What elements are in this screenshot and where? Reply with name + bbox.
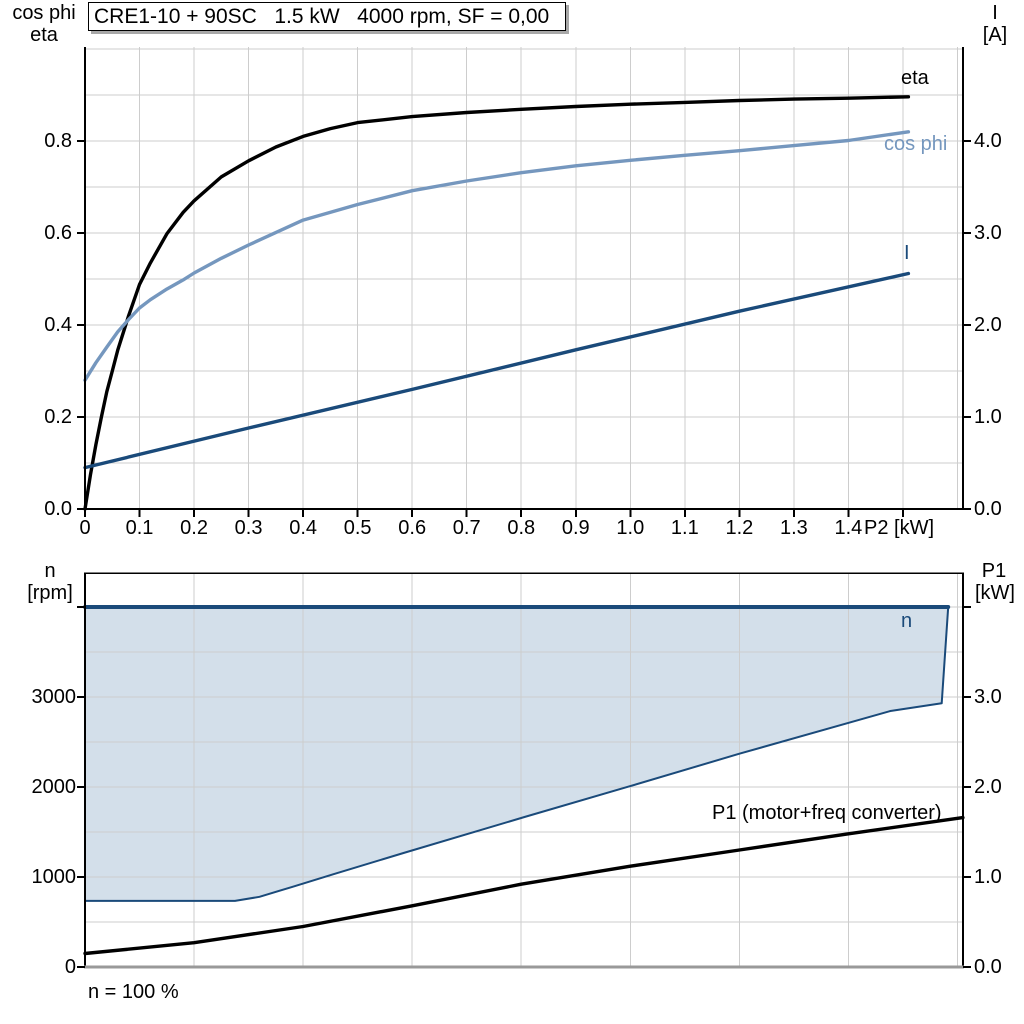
top-x-tick-label: 0 <box>79 517 91 539</box>
bottom-y-right-tick-label: 3.0 <box>974 686 1002 708</box>
bottom-left-axis-title-line1: n <box>44 560 56 582</box>
bottom-left-axis-title-line2: [rpm] <box>27 582 73 604</box>
top-x-tick-label: 1.0 <box>616 517 645 539</box>
speed-curve-label: n <box>901 610 913 632</box>
top-x-tick-label: 0.8 <box>507 517 536 539</box>
eta-curve-label: eta <box>901 67 929 89</box>
top-x-tick-label: 0.4 <box>289 517 318 539</box>
speed-lower-boundary <box>84 606 950 902</box>
top-y-left-tick-label: 0.6 <box>44 222 72 244</box>
cos-phi-curve-label: cos phi <box>884 133 948 155</box>
top-x-tick-label: 1.2 <box>725 517 754 539</box>
top-x-tick-label: 0.5 <box>343 517 372 539</box>
cos-phi-curve <box>83 130 911 382</box>
bottom-right-axis-title-line1: P1 <box>981 560 1007 582</box>
top-y-left-tick-label: 0.8 <box>44 130 72 152</box>
top-y-right-tick-label: 1.0 <box>974 406 1002 428</box>
top-y-right-tick-label: 3.0 <box>974 222 1002 244</box>
top-y-left-tick-label: 0.0 <box>44 498 72 520</box>
top-y-left-tick-label: 0.4 <box>44 314 72 336</box>
top-x-tick-label: 0.9 <box>561 517 590 539</box>
top-x-tick-label: 0.2 <box>180 517 208 539</box>
top-left-axis-title-line2: eta <box>30 24 58 46</box>
top-right-axis-title-line1: I <box>992 2 998 24</box>
top-y-right-tick-label: 0.0 <box>974 498 1002 520</box>
top-y-right-tick-label: 4.0 <box>974 130 1002 152</box>
top-x-tick-label: 1.4 <box>834 517 863 539</box>
speed-footnote: n = 100 % <box>88 981 179 1003</box>
top-x-tick-label: 0.1 <box>125 517 154 539</box>
top-left-axis-title-line1: cos phi <box>12 2 76 24</box>
top-x-tick-label: 0.6 <box>398 517 427 539</box>
current-curve-label: I <box>904 242 910 264</box>
top-y-left-tick-label: 0.2 <box>44 406 72 428</box>
bottom-y-left-tick-label: 2000 <box>31 776 77 798</box>
top-y-right-tick-label: 2.0 <box>974 314 1002 336</box>
chart-title-box: CRE1-10 + 90SC 1.5 kW 4000 rpm, SF = 0,0… <box>88 2 566 31</box>
eta-curve <box>83 95 911 511</box>
bottom-y-left-tick-label: 3000 <box>31 686 77 708</box>
chart-title: CRE1-10 + 90SC 1.5 kW 4000 rpm, SF = 0,0… <box>94 4 550 28</box>
bottom-y-left-tick-label: 1000 <box>31 866 77 888</box>
top-x-tick-label: 0.7 <box>452 517 481 539</box>
top-x-tick-label: 1.3 <box>779 517 808 539</box>
bottom-y-left-tick-label: 0 <box>64 956 76 978</box>
bottom-y-right-tick-label: 2.0 <box>974 776 1002 798</box>
bottom-y-right-tick-label: 1.0 <box>974 866 1002 888</box>
bottom-right-axis-title-line2: [kW] <box>975 582 1015 604</box>
speed-range-area <box>85 607 949 901</box>
bottom-y-right-tick-label: 0.0 <box>974 956 1002 978</box>
top-x-tick-label: 0.3 <box>234 517 263 539</box>
p1-curve <box>83 815 965 956</box>
top-x-tick-label: 1.1 <box>670 517 699 539</box>
p1-curve-label: P1 (motor+freq converter) <box>712 802 942 824</box>
current-curve <box>83 271 911 470</box>
top-right-axis-title-line2: [A] <box>982 24 1008 46</box>
top-x-axis-title: P2 [kW] <box>864 517 935 539</box>
